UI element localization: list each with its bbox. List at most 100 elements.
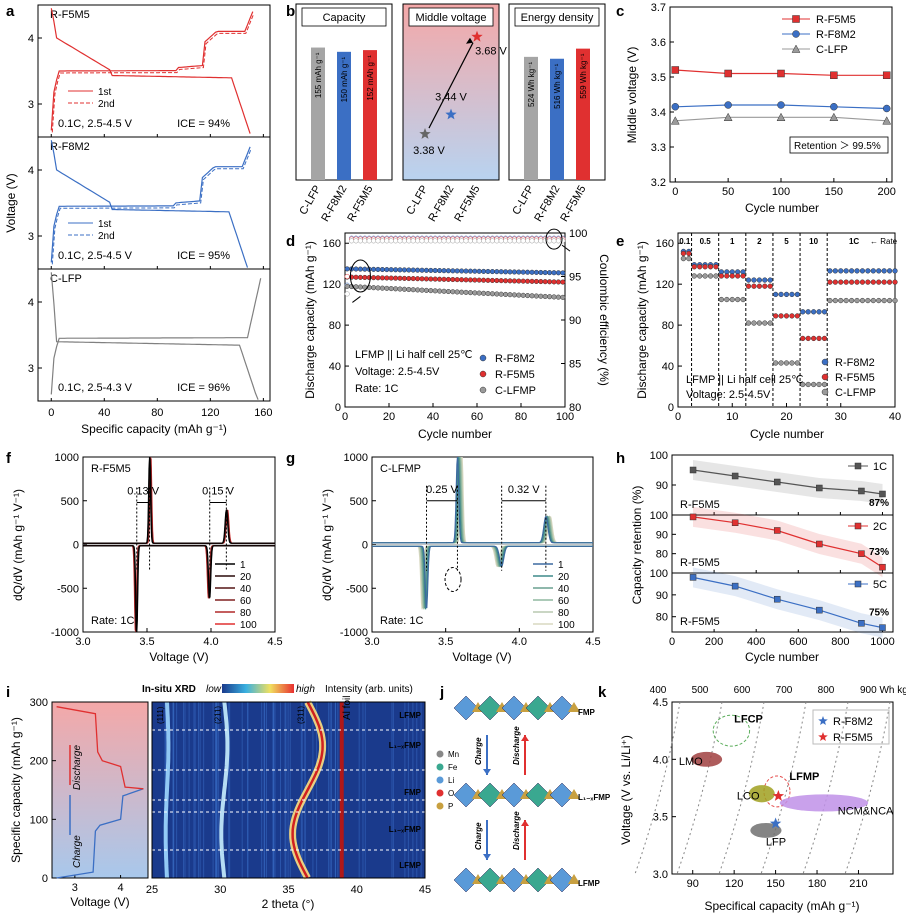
charge-discharge-frame xyxy=(51,701,149,879)
polyhedron xyxy=(525,695,551,721)
capacity-point xyxy=(555,279,561,285)
capacity-point xyxy=(423,276,429,282)
capacity-point xyxy=(525,269,531,275)
capacity-point xyxy=(454,289,460,295)
data-point xyxy=(689,574,697,581)
capacity-point xyxy=(397,267,403,273)
process-label: Charge xyxy=(474,737,483,765)
capacity-point xyxy=(767,277,773,283)
capacity-point xyxy=(489,291,495,297)
ce-point xyxy=(476,238,482,244)
panel-sample-title: R-F5M5 xyxy=(91,463,131,475)
x-tick-label: 40 xyxy=(351,884,363,896)
condition-label: 0.1C, 2.5-4.5 V xyxy=(58,250,133,262)
y-tick-label: 90 xyxy=(656,480,668,492)
legend-label: R-F5M5 xyxy=(833,732,873,744)
legend-label: C-LFMP xyxy=(835,387,876,399)
polyhedron xyxy=(501,782,527,808)
rate-label: 10 xyxy=(809,237,818,246)
y-tick-label: 0 xyxy=(362,540,368,552)
capacity-point xyxy=(832,268,838,274)
polyhedron xyxy=(549,782,575,808)
capacity-point xyxy=(393,267,399,273)
ce-point xyxy=(344,273,350,280)
capacity-point xyxy=(560,279,566,285)
capacity-point xyxy=(794,313,800,319)
final-retention-label: 87% xyxy=(869,498,889,509)
highlight-ellipse xyxy=(444,567,462,592)
data-point xyxy=(830,103,838,111)
structure-label: LFMP xyxy=(578,879,600,888)
callout-arrow xyxy=(352,296,361,303)
discharge-curve xyxy=(56,706,144,790)
capacity-point xyxy=(538,269,544,276)
capacity-point xyxy=(459,268,465,274)
capacity-point xyxy=(494,277,500,284)
capacity-point xyxy=(388,267,394,273)
capacity-point xyxy=(432,288,438,294)
x-tick-label: 0 xyxy=(342,411,348,423)
capacity-point xyxy=(707,264,714,270)
capacity-point xyxy=(494,291,500,297)
capacity-point xyxy=(735,296,741,303)
ce-point xyxy=(463,238,469,244)
data-point xyxy=(879,563,886,571)
bar-value-label: 516 Wh kg⁻¹ xyxy=(553,63,562,108)
capacity-point xyxy=(406,267,412,273)
y-tick-label: 100 xyxy=(650,568,668,580)
data-point xyxy=(816,606,823,614)
y-tick-label: 1000 xyxy=(55,452,79,464)
legend-frame xyxy=(812,709,890,745)
legend-label: 1 xyxy=(240,560,246,571)
rate-label: 1 xyxy=(730,237,735,246)
capacity-point xyxy=(810,309,817,315)
capacity-point xyxy=(756,277,763,283)
capacity-point xyxy=(843,268,849,274)
capacity-point xyxy=(756,283,763,289)
data-point xyxy=(882,116,892,125)
panel-letter: f xyxy=(6,450,12,467)
y-tick-label: 0 xyxy=(668,402,674,414)
capacity-point xyxy=(773,360,779,366)
capacity-point xyxy=(767,320,773,326)
capacity-point xyxy=(881,268,887,274)
capacity-point xyxy=(472,277,478,283)
capacity-point xyxy=(525,293,531,299)
capacity-point xyxy=(805,335,811,342)
capacity-point xyxy=(783,360,790,366)
ce-point xyxy=(357,238,363,244)
legend-label: 40 xyxy=(558,584,570,595)
x-tick-label: 3.5 xyxy=(139,636,154,648)
polyhedron xyxy=(501,695,527,721)
capacity-point xyxy=(865,297,871,304)
capacity-point xyxy=(410,276,416,282)
capacity-point xyxy=(810,381,817,388)
data-point xyxy=(830,71,838,79)
x-tick-label: 80 xyxy=(151,407,163,419)
capacity-point xyxy=(686,255,692,262)
condition-note: Voltage: 2.5-4.5V xyxy=(686,389,771,401)
capacity-point xyxy=(886,297,893,304)
capacity-point xyxy=(751,320,757,326)
capacity-point xyxy=(445,288,451,295)
capacity-point xyxy=(756,320,763,326)
group-title-box xyxy=(301,7,387,27)
category-label: C-LFP xyxy=(510,184,536,218)
capacity-point xyxy=(450,276,456,283)
capacity-point xyxy=(551,294,557,300)
y-tick-label: 80 xyxy=(329,320,341,332)
capacity-point xyxy=(778,360,784,366)
capacity-point xyxy=(463,289,469,295)
legend-label: R-F5M5 xyxy=(816,14,856,26)
group-title-box xyxy=(408,7,494,27)
y-tick-label: 0 xyxy=(73,540,79,552)
capacity-point xyxy=(762,320,768,326)
x-tick-label: 120 xyxy=(201,407,219,419)
capacity-point xyxy=(892,268,898,274)
ce-point xyxy=(489,238,495,244)
x-tick-label: 150 xyxy=(825,186,843,198)
charge-dqdv-curve xyxy=(372,456,593,544)
phase-label: LFMP xyxy=(399,861,421,870)
data-point xyxy=(858,620,865,627)
x-tick-label: 200 xyxy=(705,636,723,648)
